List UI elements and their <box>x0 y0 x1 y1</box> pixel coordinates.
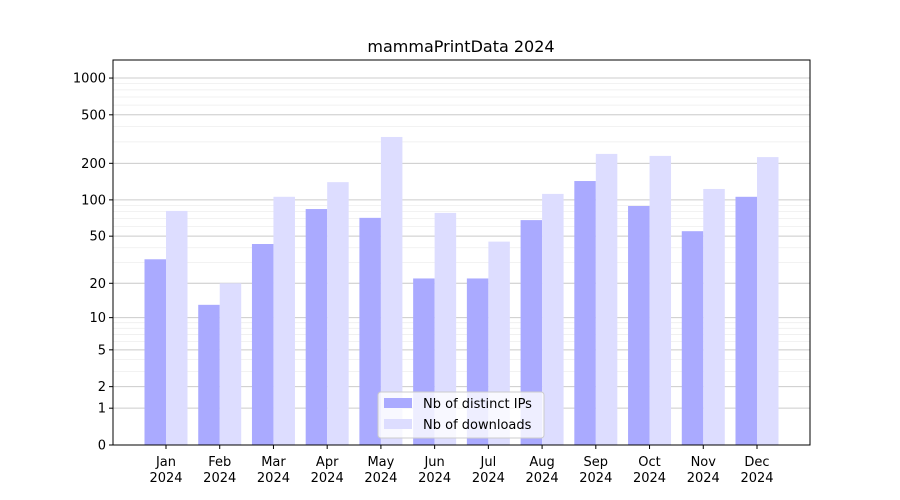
legend-swatch-ips <box>384 398 412 408</box>
legend-label-downloads: Nb of downloads <box>423 418 532 433</box>
x-tick-label: Jan 2024 <box>149 455 182 486</box>
y-tick-label: 0 <box>98 439 106 454</box>
bar-downloads <box>327 182 349 445</box>
y-axis: 0 1 2 5 10 20 50 100 200 500 1000 <box>73 72 113 454</box>
bars <box>144 136 779 446</box>
x-tick-label: Nov 2024 <box>687 455 720 486</box>
bar-distinct-ips <box>735 196 757 445</box>
x-tick-label: Oct 2024 <box>633 455 666 486</box>
bar-distinct-ips <box>144 259 166 445</box>
y-tick-label: 5 <box>98 343 106 358</box>
x-tick-label: Sep 2024 <box>579 455 612 486</box>
y-tick-label: 10 <box>89 311 106 326</box>
legend-label-ips: Nb of distinct IPs <box>423 397 532 412</box>
x-tick-label: Jul 2024 <box>472 455 505 486</box>
plot-frame <box>112 59 811 446</box>
bar-distinct-ips <box>520 220 543 445</box>
x-axis: Jan 2024 Feb 2024 Mar 2024 Apr 2024 May 2024 Jun 20… <box>149 445 774 486</box>
bar-downloads <box>595 153 618 446</box>
legend: Nb of distinct IPs Nb of downloads <box>377 391 545 439</box>
bar-distinct-ips <box>359 217 381 445</box>
x-tick-label: Apr 2024 <box>311 455 344 486</box>
legend-swatch-downloads <box>384 419 412 429</box>
bar-downloads <box>219 283 242 445</box>
y-tick-label: 50 <box>89 230 106 245</box>
bar-downloads <box>380 136 403 445</box>
bar-distinct-ips <box>628 205 650 445</box>
y-tick-label: 1 <box>98 402 106 417</box>
bar-distinct-ips <box>681 231 704 445</box>
x-tick-label: Aug 2024 <box>526 455 559 486</box>
y-tick-label: 200 <box>81 157 106 172</box>
x-tick-label: Feb 2024 <box>203 455 236 486</box>
bar-downloads <box>542 193 564 445</box>
bar-downloads <box>166 210 188 445</box>
bar-downloads <box>434 212 457 445</box>
x-tick-label: Dec 2024 <box>740 455 773 486</box>
legend-box <box>377 391 545 439</box>
x-tick-label: May 2024 <box>364 455 397 486</box>
bar-downloads <box>273 196 295 445</box>
y-tick-label: 2 <box>98 380 106 395</box>
chart-title: mammaPrintData 2024 <box>367 37 554 56</box>
x-tick-label: Mar 2024 <box>257 455 290 486</box>
y-tick-label: 1000 <box>73 72 106 87</box>
bar-distinct-ips <box>251 244 274 445</box>
x-tick-label: Jun 2024 <box>418 455 451 486</box>
bar-downloads <box>757 157 779 446</box>
bar-distinct-ips <box>305 209 328 445</box>
bar-downloads <box>649 155 672 446</box>
bar-downloads <box>703 188 725 445</box>
bar-distinct-ips <box>574 181 596 445</box>
y-tick-label: 500 <box>81 108 106 123</box>
y-tick-label: 20 <box>89 277 106 292</box>
y-tick-label: 100 <box>81 193 106 208</box>
bar-distinct-ips <box>198 304 220 445</box>
